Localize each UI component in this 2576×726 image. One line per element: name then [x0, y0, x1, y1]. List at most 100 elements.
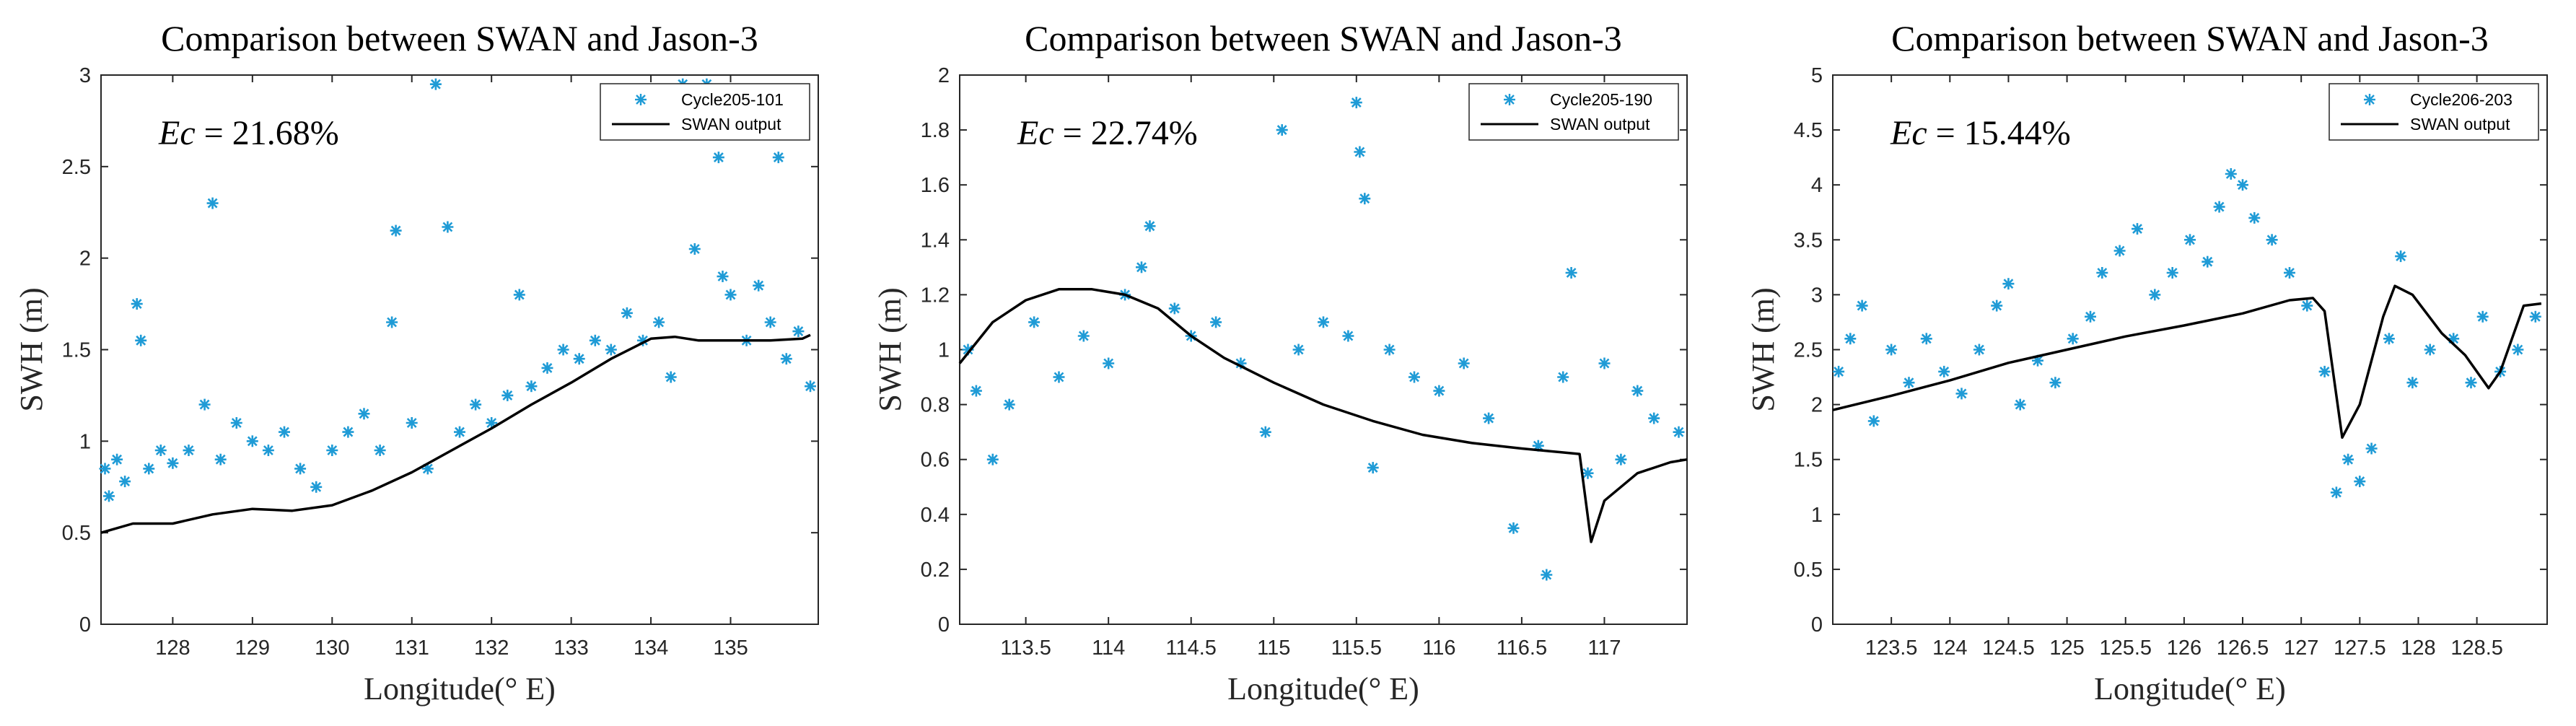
legend-box — [2329, 83, 2539, 141]
asterisk-stroke — [1260, 427, 1271, 437]
ec-symbol: Ec — [158, 114, 196, 152]
swan-output-line — [958, 288, 1688, 543]
asterisk-stroke — [1211, 317, 1222, 328]
asterisk-stroke — [387, 317, 398, 328]
asterisk-stroke — [470, 399, 481, 410]
asterisk-stroke — [1343, 331, 1354, 341]
scatter-point — [621, 307, 633, 319]
asterisk-stroke — [1649, 413, 1660, 424]
scatter-point — [2424, 344, 2436, 356]
asterisk-stroke — [2366, 443, 2377, 454]
asterisk-stroke — [514, 289, 525, 300]
x-axis-label: Longitude(° E) — [2094, 671, 2286, 707]
scatter-point — [712, 152, 724, 164]
scatter-point — [2149, 289, 2161, 301]
scatter-point — [1973, 344, 1985, 356]
asterisk-stroke — [526, 381, 537, 392]
scatter-point — [1673, 426, 1685, 438]
asterisk-stroke — [422, 463, 433, 474]
y-tick-label: 0.5 — [1794, 559, 1823, 582]
x-tick-label: 117 — [1587, 637, 1621, 660]
scatter-point — [2225, 168, 2237, 180]
x-tick-label: 116 — [1422, 637, 1455, 660]
asterisk-stroke — [2331, 487, 2341, 498]
asterisk-stroke — [1973, 344, 1984, 355]
y-axis-label: SWH (m) — [872, 287, 908, 411]
asterisk-stroke — [1354, 146, 1365, 157]
y-tick-label: 2.5 — [1794, 339, 1823, 362]
x-tick-label: 114.5 — [1166, 637, 1217, 660]
y-tick-label: 1 — [938, 339, 950, 362]
scatter-point — [1077, 330, 1090, 342]
asterisk-stroke — [207, 198, 218, 209]
asterisk-stroke — [1144, 221, 1155, 232]
scatter-point — [772, 152, 784, 164]
asterisk-stroke — [2167, 268, 2178, 278]
asterisk-stroke — [374, 445, 385, 455]
asterisk-stroke — [1566, 268, 1577, 278]
asterisk-stroke — [112, 454, 123, 465]
y-tick-label: 2.5 — [62, 156, 91, 179]
asterisk-stroke — [2214, 201, 2225, 212]
y-tick-label: 3 — [1811, 284, 1823, 307]
asterisk-stroke — [1992, 300, 2002, 311]
scatter-point — [688, 243, 701, 255]
asterisk-stroke — [2466, 377, 2476, 388]
asterisk-stroke — [100, 463, 110, 474]
scatter-point — [1318, 316, 1329, 328]
scatter-point — [1433, 385, 1445, 397]
asterisk-stroke — [1868, 416, 1879, 427]
asterisk-stroke — [2302, 300, 2313, 311]
y-tick-label: 4.5 — [1794, 119, 1823, 142]
scatter-point — [1359, 193, 1371, 205]
scatter-point — [2395, 250, 2407, 263]
legend-label: SWAN output — [1550, 115, 1650, 134]
asterisk-stroke — [1004, 399, 1015, 410]
asterisk-stroke — [1956, 388, 1967, 399]
swan-output-line — [1832, 284, 2542, 439]
asterisk-stroke — [120, 476, 131, 487]
y-tick-label: 1 — [1811, 504, 1823, 527]
asterisk-stroke — [2067, 333, 2078, 344]
x-tick-label: 123.5 — [1865, 637, 1918, 660]
ec-symbol: Ec — [1890, 114, 1927, 152]
asterisk-stroke — [215, 454, 226, 465]
scatter-point — [1409, 371, 1420, 383]
scatter-point — [2132, 223, 2143, 235]
scatter-point — [1507, 522, 1520, 534]
scatter-point — [2354, 476, 2366, 488]
x-tick-label: 126.5 — [2217, 637, 2269, 660]
scatter-point — [294, 463, 307, 475]
y-tick-label: 0.6 — [921, 449, 950, 472]
ec-annotation: Ec = 21.68% — [158, 114, 339, 152]
scatter-point — [2096, 267, 2108, 279]
x-tick-label: 128 — [155, 637, 190, 660]
scatter-point — [724, 289, 737, 301]
scatter-point — [131, 298, 143, 310]
scatter-point — [2166, 267, 2178, 279]
asterisk-stroke — [725, 289, 736, 300]
scatter-point — [1028, 316, 1041, 328]
asterisk-stroke — [1632, 385, 1643, 396]
scatter-point — [573, 353, 585, 365]
scatter-point — [653, 316, 665, 328]
asterisk-stroke — [1136, 262, 1147, 273]
scatter-point — [1885, 344, 1898, 356]
scatter-point — [2248, 211, 2261, 224]
scatter-point — [1598, 357, 1611, 369]
scatter-point — [2049, 377, 2062, 389]
scatter-point — [2476, 310, 2489, 323]
asterisk-stroke — [1367, 463, 1378, 473]
asterisk-stroke — [542, 362, 553, 373]
scatter-point — [1168, 302, 1180, 315]
scatter-point — [454, 426, 465, 438]
scatter-point — [103, 490, 115, 502]
chart-title: Comparison between SWAN and Jason-3 — [1025, 18, 1622, 58]
asterisk-stroke — [2284, 268, 2295, 278]
scatter-point — [1354, 146, 1366, 158]
y-tick-label: 0 — [1811, 613, 1823, 637]
asterisk-stroke — [1558, 372, 1569, 382]
swan-output-line — [100, 333, 811, 534]
asterisk-stroke — [574, 354, 584, 364]
